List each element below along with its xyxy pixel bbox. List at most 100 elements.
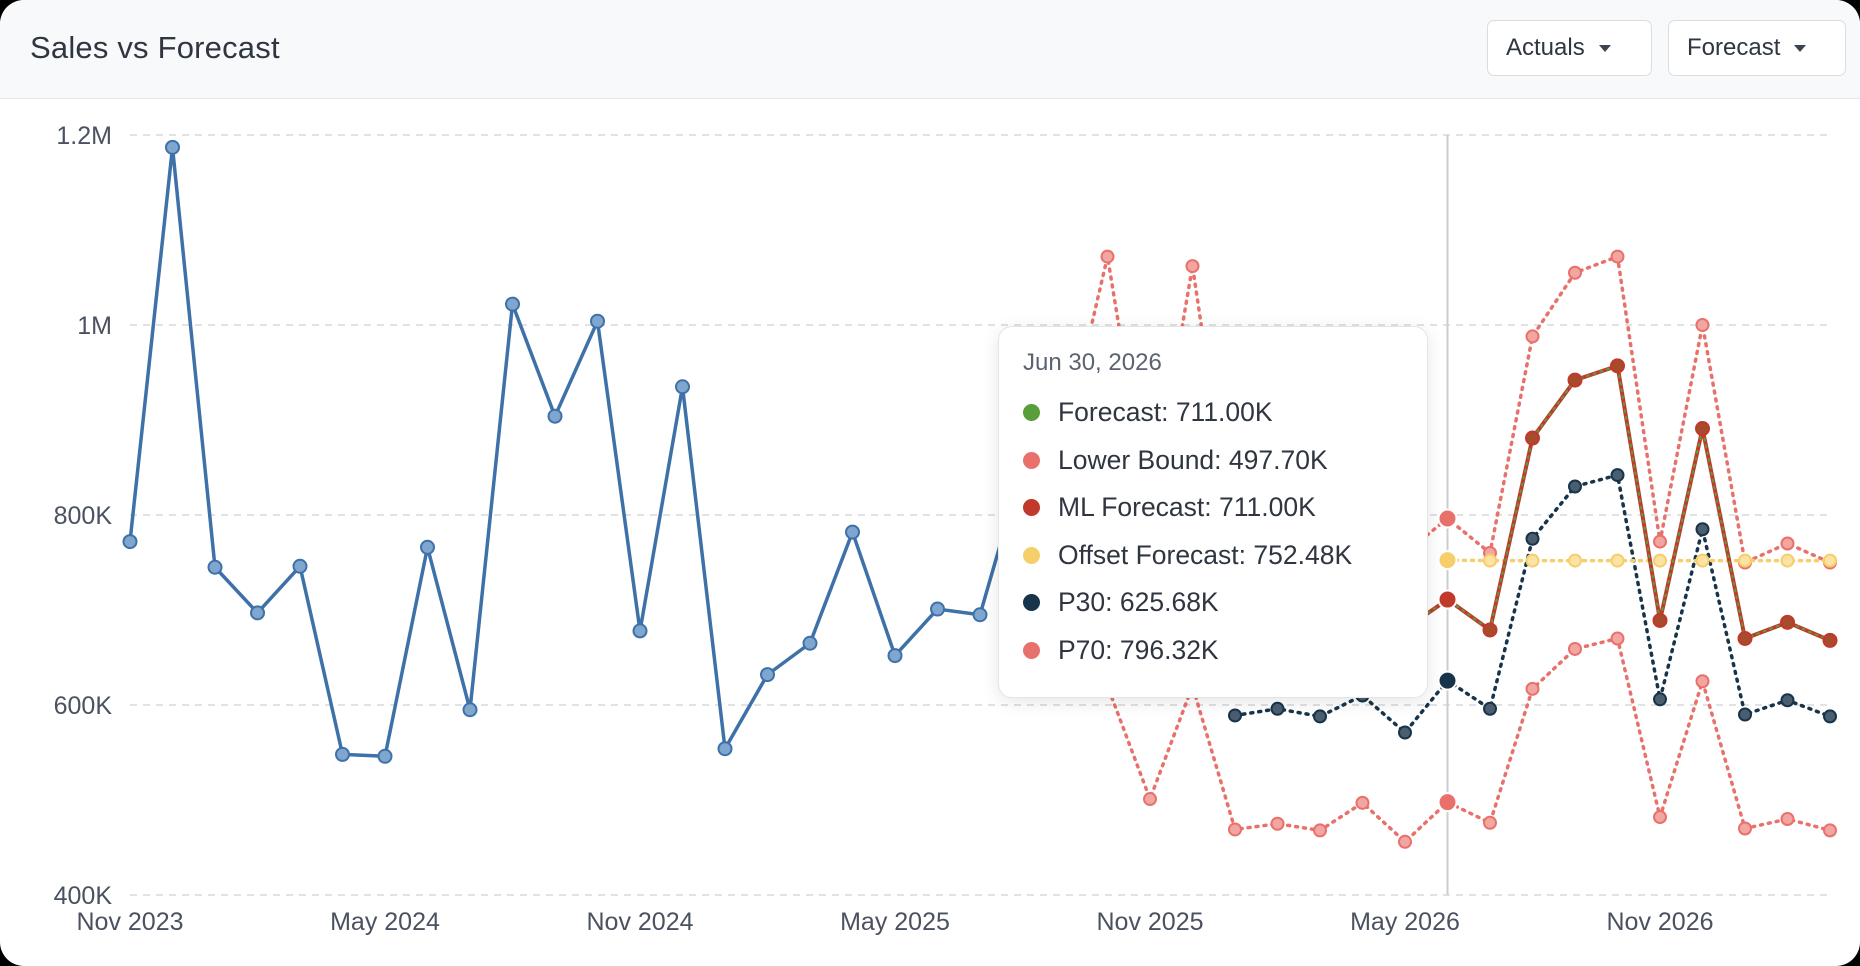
series-forecast — [1397, 358, 1838, 648]
chart-tooltip: Jun 30, 2026 Forecast: 711.00K Lower Boun… — [998, 326, 1428, 698]
hover-point-upper — [1437, 508, 1458, 529]
data-point-actuals — [547, 408, 563, 424]
data-point-upper — [1695, 318, 1710, 332]
data-point-lower — [1823, 823, 1837, 838]
series-actuals — [122, 139, 1073, 764]
data-point-actuals — [972, 607, 988, 623]
x-tick-label: Nov 2023 — [76, 908, 183, 936]
data-point-lower — [1653, 810, 1667, 825]
data-point-p30 — [1525, 531, 1540, 546]
x-tick-label: May 2026 — [1350, 908, 1460, 936]
data-point-lower — [1228, 822, 1242, 837]
data-point-p30 — [1483, 701, 1497, 716]
data-point-lower — [1568, 641, 1582, 656]
hover-layer — [1437, 135, 1458, 895]
tooltip-row: P30: 625.68K — [1023, 579, 1403, 627]
data-point-forecast — [1822, 632, 1838, 648]
hover-point-forecast — [1437, 589, 1458, 610]
legend-dot-icon — [1023, 546, 1040, 564]
series-line-forecast-overlay — [1404, 364, 1831, 642]
data-point-actuals — [165, 139, 180, 155]
legend-dot-icon — [1023, 499, 1040, 517]
series-offset — [1445, 553, 1837, 568]
data-point-forecast — [1695, 421, 1710, 437]
data-point-actuals — [675, 379, 690, 395]
data-point-actuals — [207, 559, 223, 575]
data-point-upper — [1653, 534, 1667, 549]
data-point-p30 — [1313, 709, 1327, 724]
data-point-actuals — [930, 601, 945, 617]
data-point-lower — [1270, 816, 1285, 831]
data-point-actuals — [845, 524, 860, 540]
data-point-forecast — [1652, 612, 1668, 628]
data-point-p30 — [1610, 468, 1625, 483]
chart-title: Sales vs Forecast — [30, 30, 280, 65]
y-tick-label: 1.2M — [56, 122, 112, 150]
x-tick-label: Nov 2024 — [586, 908, 693, 936]
data-point-p30 — [1398, 725, 1412, 740]
x-tick-label: May 2025 — [840, 908, 950, 936]
data-point-lower — [1398, 834, 1412, 849]
data-point-actuals — [250, 605, 265, 621]
data-point-actuals — [632, 623, 648, 639]
data-point-upper — [1568, 265, 1582, 280]
series-line-forecast — [1403, 363, 1832, 643]
legend-dot-icon — [1023, 451, 1040, 469]
tooltip-row: P70: 796.32K — [1023, 627, 1403, 675]
actuals-dropdown[interactable]: Actuals — [1487, 20, 1652, 76]
data-point-actuals — [760, 667, 775, 683]
data-point-actuals — [122, 534, 138, 550]
data-point-actuals — [887, 648, 903, 664]
x-tick-label: Nov 2025 — [1096, 908, 1203, 936]
tooltip-row: Offset Forecast: 752.48K — [1023, 532, 1403, 580]
tooltip-date: Jun 30, 2026 — [1023, 349, 1162, 376]
axis-layer: 400K 600K 800K 1M 1.2M Nov 2023 May 2024 Nov 20… — [54, 122, 1714, 936]
data-point-upper — [1610, 249, 1625, 264]
grid-layer — [130, 134, 1830, 896]
data-point-p30 — [1653, 692, 1667, 707]
data-point-forecast — [1780, 614, 1795, 630]
data-point-p30 — [1568, 479, 1582, 494]
data-point-upper — [1780, 536, 1795, 551]
actuals-dropdown-label: Actuals — [1506, 34, 1585, 61]
data-point-actuals — [377, 748, 393, 764]
series-p30 — [1228, 468, 1837, 740]
data-point-offset — [1738, 553, 1752, 568]
data-point-lower — [1780, 812, 1795, 826]
tooltip-row: Lower Bound: 497.70K — [1023, 437, 1403, 485]
data-point-actuals — [590, 313, 605, 329]
data-point-p30 — [1738, 707, 1752, 722]
data-point-offset — [1568, 553, 1582, 568]
forecast-dropdown[interactable]: Forecast — [1668, 20, 1846, 76]
data-point-offset — [1653, 553, 1667, 568]
hover-point-lower — [1437, 792, 1458, 813]
chevron-down-icon — [1598, 44, 1611, 52]
data-point-actuals — [335, 746, 350, 762]
x-tick-label: May 2024 — [330, 908, 440, 936]
data-point-lower — [1738, 821, 1752, 836]
data-point-p30 — [1780, 693, 1795, 708]
tooltip-row: Forecast: 711.00K — [1023, 389, 1403, 437]
data-point-p30 — [1695, 522, 1710, 537]
data-point-forecast — [1567, 372, 1583, 388]
hover-point-offset — [1437, 550, 1458, 571]
data-point-offset — [1695, 553, 1710, 568]
data-point-actuals — [462, 702, 478, 718]
legend-dot-icon — [1023, 404, 1040, 422]
data-point-forecast — [1610, 358, 1625, 374]
data-point-upper — [1100, 249, 1115, 264]
data-point-forecast — [1737, 631, 1753, 646]
data-point-p30 — [1270, 701, 1285, 716]
card-header: Sales vs Forecast Actuals Forecast — [0, 0, 1860, 99]
tooltip-row: ML Forecast: 711.00K — [1023, 484, 1403, 532]
data-point-upper — [1525, 329, 1540, 344]
legend-dot-icon — [1023, 641, 1040, 659]
data-point-p30 — [1228, 708, 1242, 723]
tooltip-row-text: ML Forecast: 711.00K — [1058, 492, 1316, 523]
series-line-actuals — [128, 145, 1067, 759]
data-point-offset — [1780, 553, 1795, 568]
sales-forecast-chart[interactable]: 400K 600K 800K 1M 1.2M Nov 2023 May 2024 Nov 20… — [0, 98, 1860, 966]
tooltip-row-text: Offset Forecast: 752.48K — [1058, 539, 1353, 570]
chevron-down-icon — [1794, 44, 1807, 52]
